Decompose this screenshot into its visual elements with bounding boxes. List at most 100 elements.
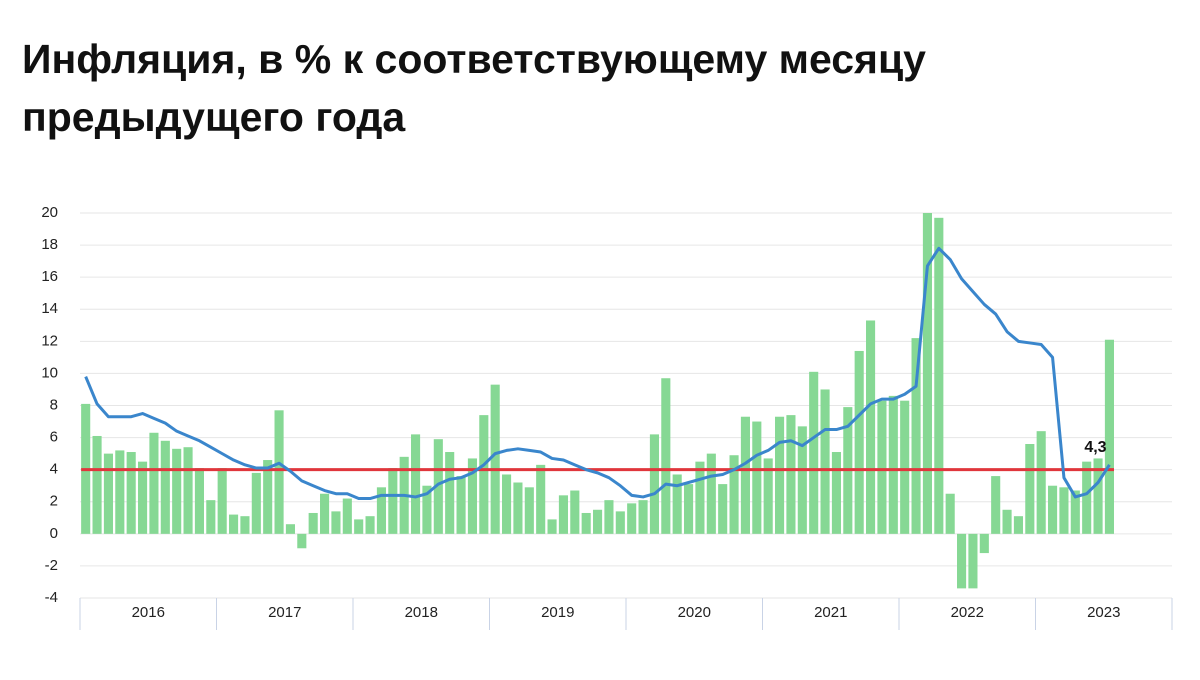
bar xyxy=(1013,516,1023,534)
y-tick-label: 2 xyxy=(50,493,58,510)
bar xyxy=(160,440,170,534)
bar xyxy=(547,519,557,534)
bar xyxy=(115,450,125,534)
bar xyxy=(229,514,239,534)
bar xyxy=(1025,444,1035,534)
bar xyxy=(911,338,921,534)
bar xyxy=(934,217,944,534)
y-tick-label: -4 xyxy=(45,589,58,606)
bar xyxy=(342,498,352,534)
bar xyxy=(263,460,273,534)
bar xyxy=(729,455,739,534)
y-tick-label: 10 xyxy=(41,364,58,381)
bar xyxy=(285,524,295,534)
bar xyxy=(354,519,364,534)
x-tick-label: 2022 xyxy=(951,604,984,621)
bar xyxy=(820,389,830,534)
x-tick-label: 2020 xyxy=(678,604,711,621)
y-tick-label: 0 xyxy=(50,525,58,542)
x-tick-label: 2021 xyxy=(814,604,847,621)
bar xyxy=(1036,431,1046,534)
chart-title: предыдущего года xyxy=(22,94,406,140)
bar xyxy=(422,485,432,534)
bar xyxy=(479,415,489,534)
bar xyxy=(445,452,455,534)
bar xyxy=(627,503,637,534)
bar xyxy=(797,426,807,534)
bar xyxy=(672,474,682,534)
y-tick-label: 20 xyxy=(41,204,58,221)
bar xyxy=(775,416,785,534)
bar xyxy=(877,400,887,534)
bar xyxy=(376,487,386,534)
bar xyxy=(513,482,523,534)
bar xyxy=(1093,458,1103,534)
bar xyxy=(968,533,978,589)
bar xyxy=(615,511,625,534)
bar xyxy=(274,410,284,534)
y-tick-label: 12 xyxy=(41,332,58,349)
bar xyxy=(922,213,932,534)
bar xyxy=(206,500,216,534)
bar xyxy=(217,468,227,534)
bar xyxy=(1104,339,1114,534)
bar xyxy=(92,435,102,534)
bar xyxy=(718,484,728,534)
bar xyxy=(456,476,466,534)
bar xyxy=(570,490,580,534)
bar xyxy=(684,484,694,534)
line xyxy=(84,246,1111,501)
bar xyxy=(888,395,898,534)
x-tick-label: 2018 xyxy=(405,604,438,621)
bar xyxy=(1082,461,1092,534)
bar xyxy=(297,533,307,549)
bar xyxy=(649,434,659,534)
bar xyxy=(991,476,1001,534)
y-tick-label: -2 xyxy=(45,557,58,574)
bar xyxy=(957,533,967,589)
y-tick-label: 8 xyxy=(50,396,58,413)
bar xyxy=(251,472,261,534)
x-tick-label: 2017 xyxy=(268,604,301,621)
bar xyxy=(661,378,671,534)
bar xyxy=(1048,485,1058,534)
bar xyxy=(763,458,773,534)
bar xyxy=(240,516,250,534)
bar xyxy=(138,461,148,534)
bar xyxy=(809,371,819,534)
bar xyxy=(740,416,750,534)
bar xyxy=(467,458,477,534)
bar xyxy=(1059,487,1069,534)
bar xyxy=(752,421,762,534)
bar xyxy=(126,452,136,534)
x-tick-label: 2023 xyxy=(1087,604,1120,621)
bar xyxy=(854,350,864,534)
bar xyxy=(593,509,603,534)
bar xyxy=(945,493,955,534)
bar xyxy=(411,434,421,534)
y-tick-label: 4 xyxy=(50,461,58,478)
chart-title: Инфляция, в % к соответствующему месяцу xyxy=(22,36,926,82)
bar xyxy=(638,500,648,534)
bar xyxy=(979,533,989,554)
y-tick-label: 16 xyxy=(41,268,58,285)
bar xyxy=(388,468,398,534)
bar xyxy=(866,320,876,534)
bar xyxy=(558,495,568,534)
bar xyxy=(786,415,796,534)
x-tick-label: 2016 xyxy=(132,604,165,621)
bar xyxy=(695,461,705,534)
bar xyxy=(536,464,546,534)
bar xyxy=(900,400,910,534)
x-tick-label: 2019 xyxy=(541,604,574,621)
bar xyxy=(308,512,318,534)
bar xyxy=(320,493,330,534)
bar xyxy=(149,432,159,534)
bar xyxy=(433,439,443,534)
bar xyxy=(183,447,193,534)
bar xyxy=(194,468,204,534)
bar xyxy=(1070,490,1080,534)
y-tick-label: 18 xyxy=(41,236,58,253)
bar xyxy=(831,452,841,534)
